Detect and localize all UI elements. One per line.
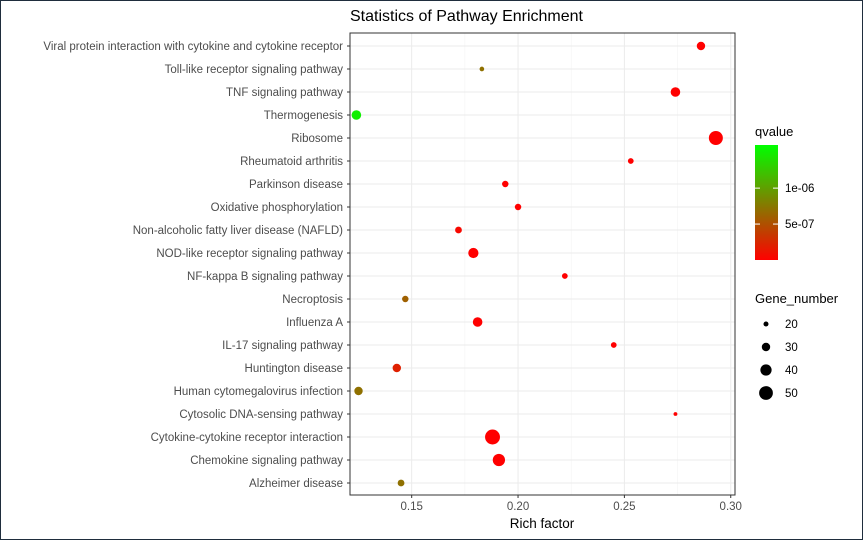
y-tick-label: TNF signaling pathway (226, 87, 343, 99)
x-tick-label: 0.15 (400, 501, 422, 513)
x-tick-label: 0.30 (720, 501, 742, 513)
y-tick-label: Non-alcoholic fatty liver disease (NAFLD… (133, 225, 343, 237)
size-legend-label: 40 (785, 365, 798, 377)
y-tick-label: Cytosolic DNA-sensing pathway (179, 409, 343, 421)
y-tick-label: Parkinson disease (249, 179, 343, 191)
gene-number-legend-title: Gene_number (755, 291, 839, 306)
data-point (610, 342, 617, 348)
y-tick-label: Influenza A (286, 317, 343, 329)
x-axis-title: Rich factor (510, 516, 575, 531)
size-legend-key (759, 386, 773, 400)
x-tick-label: 0.25 (613, 501, 635, 513)
data-point (708, 131, 723, 145)
y-tick-label: Viral protein interaction with cytokine … (43, 41, 343, 53)
data-point (696, 41, 706, 51)
size-legend-key (760, 364, 772, 376)
y-tick-label: Thermogenesis (264, 110, 344, 122)
x-tick-label: 0.20 (507, 501, 529, 513)
data-point (397, 479, 405, 487)
data-point (392, 363, 401, 373)
qvalue-colorbar (755, 145, 778, 260)
y-tick-label: Toll-like receptor signaling pathway (165, 64, 344, 76)
colorbar-label: 1e-06 (785, 183, 814, 195)
size-legend-label: 20 (785, 319, 798, 331)
y-tick-label: NOD-like receptor signaling pathway (156, 248, 343, 260)
y-tick-label: IL-17 signaling pathway (222, 340, 343, 352)
gene-number-legend: Gene_number 20 30 40 50 (755, 291, 839, 400)
y-tick-label: Chemokine signaling pathway (190, 455, 343, 467)
y-axis: Viral protein interaction with cytokine … (43, 41, 350, 490)
data-point (673, 412, 678, 416)
data-point (455, 226, 462, 234)
size-legend-key (761, 342, 771, 352)
y-tick-label: NF-kappa B signaling pathway (187, 271, 343, 283)
data-point (354, 386, 363, 396)
data-point (670, 87, 681, 97)
size-legend-key (763, 321, 769, 327)
data-point (514, 203, 522, 211)
y-tick-label: Necroptosis (282, 294, 343, 306)
data-point (468, 247, 479, 259)
data-point (561, 273, 568, 279)
y-tick-label: Alzheimer disease (249, 478, 343, 490)
size-legend-label: 50 (785, 388, 798, 400)
size-legend-label: 30 (785, 342, 798, 354)
data-point (472, 317, 483, 327)
colorbar-label: 5e-07 (785, 219, 814, 231)
data-point (492, 453, 506, 467)
x-axis: 0.15 0.20 0.25 0.30 (400, 495, 742, 513)
y-tick-label: Human cytomegalovirus infection (174, 386, 343, 398)
y-tick-label: Huntington disease (245, 363, 343, 375)
y-tick-label: Ribosome (291, 133, 343, 145)
y-tick-label: Cytokine-cytokine receptor interaction (151, 432, 343, 444)
qvalue-legend: qvalue 5e-07 1e-06 (755, 124, 814, 260)
data-points (351, 41, 723, 487)
data-point (502, 180, 509, 188)
plot-panel (349, 32, 736, 496)
data-point (402, 295, 409, 303)
grid-lines (350, 33, 735, 495)
data-point (351, 110, 362, 120)
data-point (479, 66, 485, 72)
y-tick-label: Rheumatoid arthritis (240, 156, 343, 168)
qvalue-legend-title: qvalue (755, 124, 793, 139)
data-point (627, 158, 634, 164)
data-point (485, 429, 500, 445)
chart-title: Statistics of Pathway Enrichment (350, 8, 584, 25)
y-tick-label: Oxidative phosphorylation (211, 202, 343, 214)
